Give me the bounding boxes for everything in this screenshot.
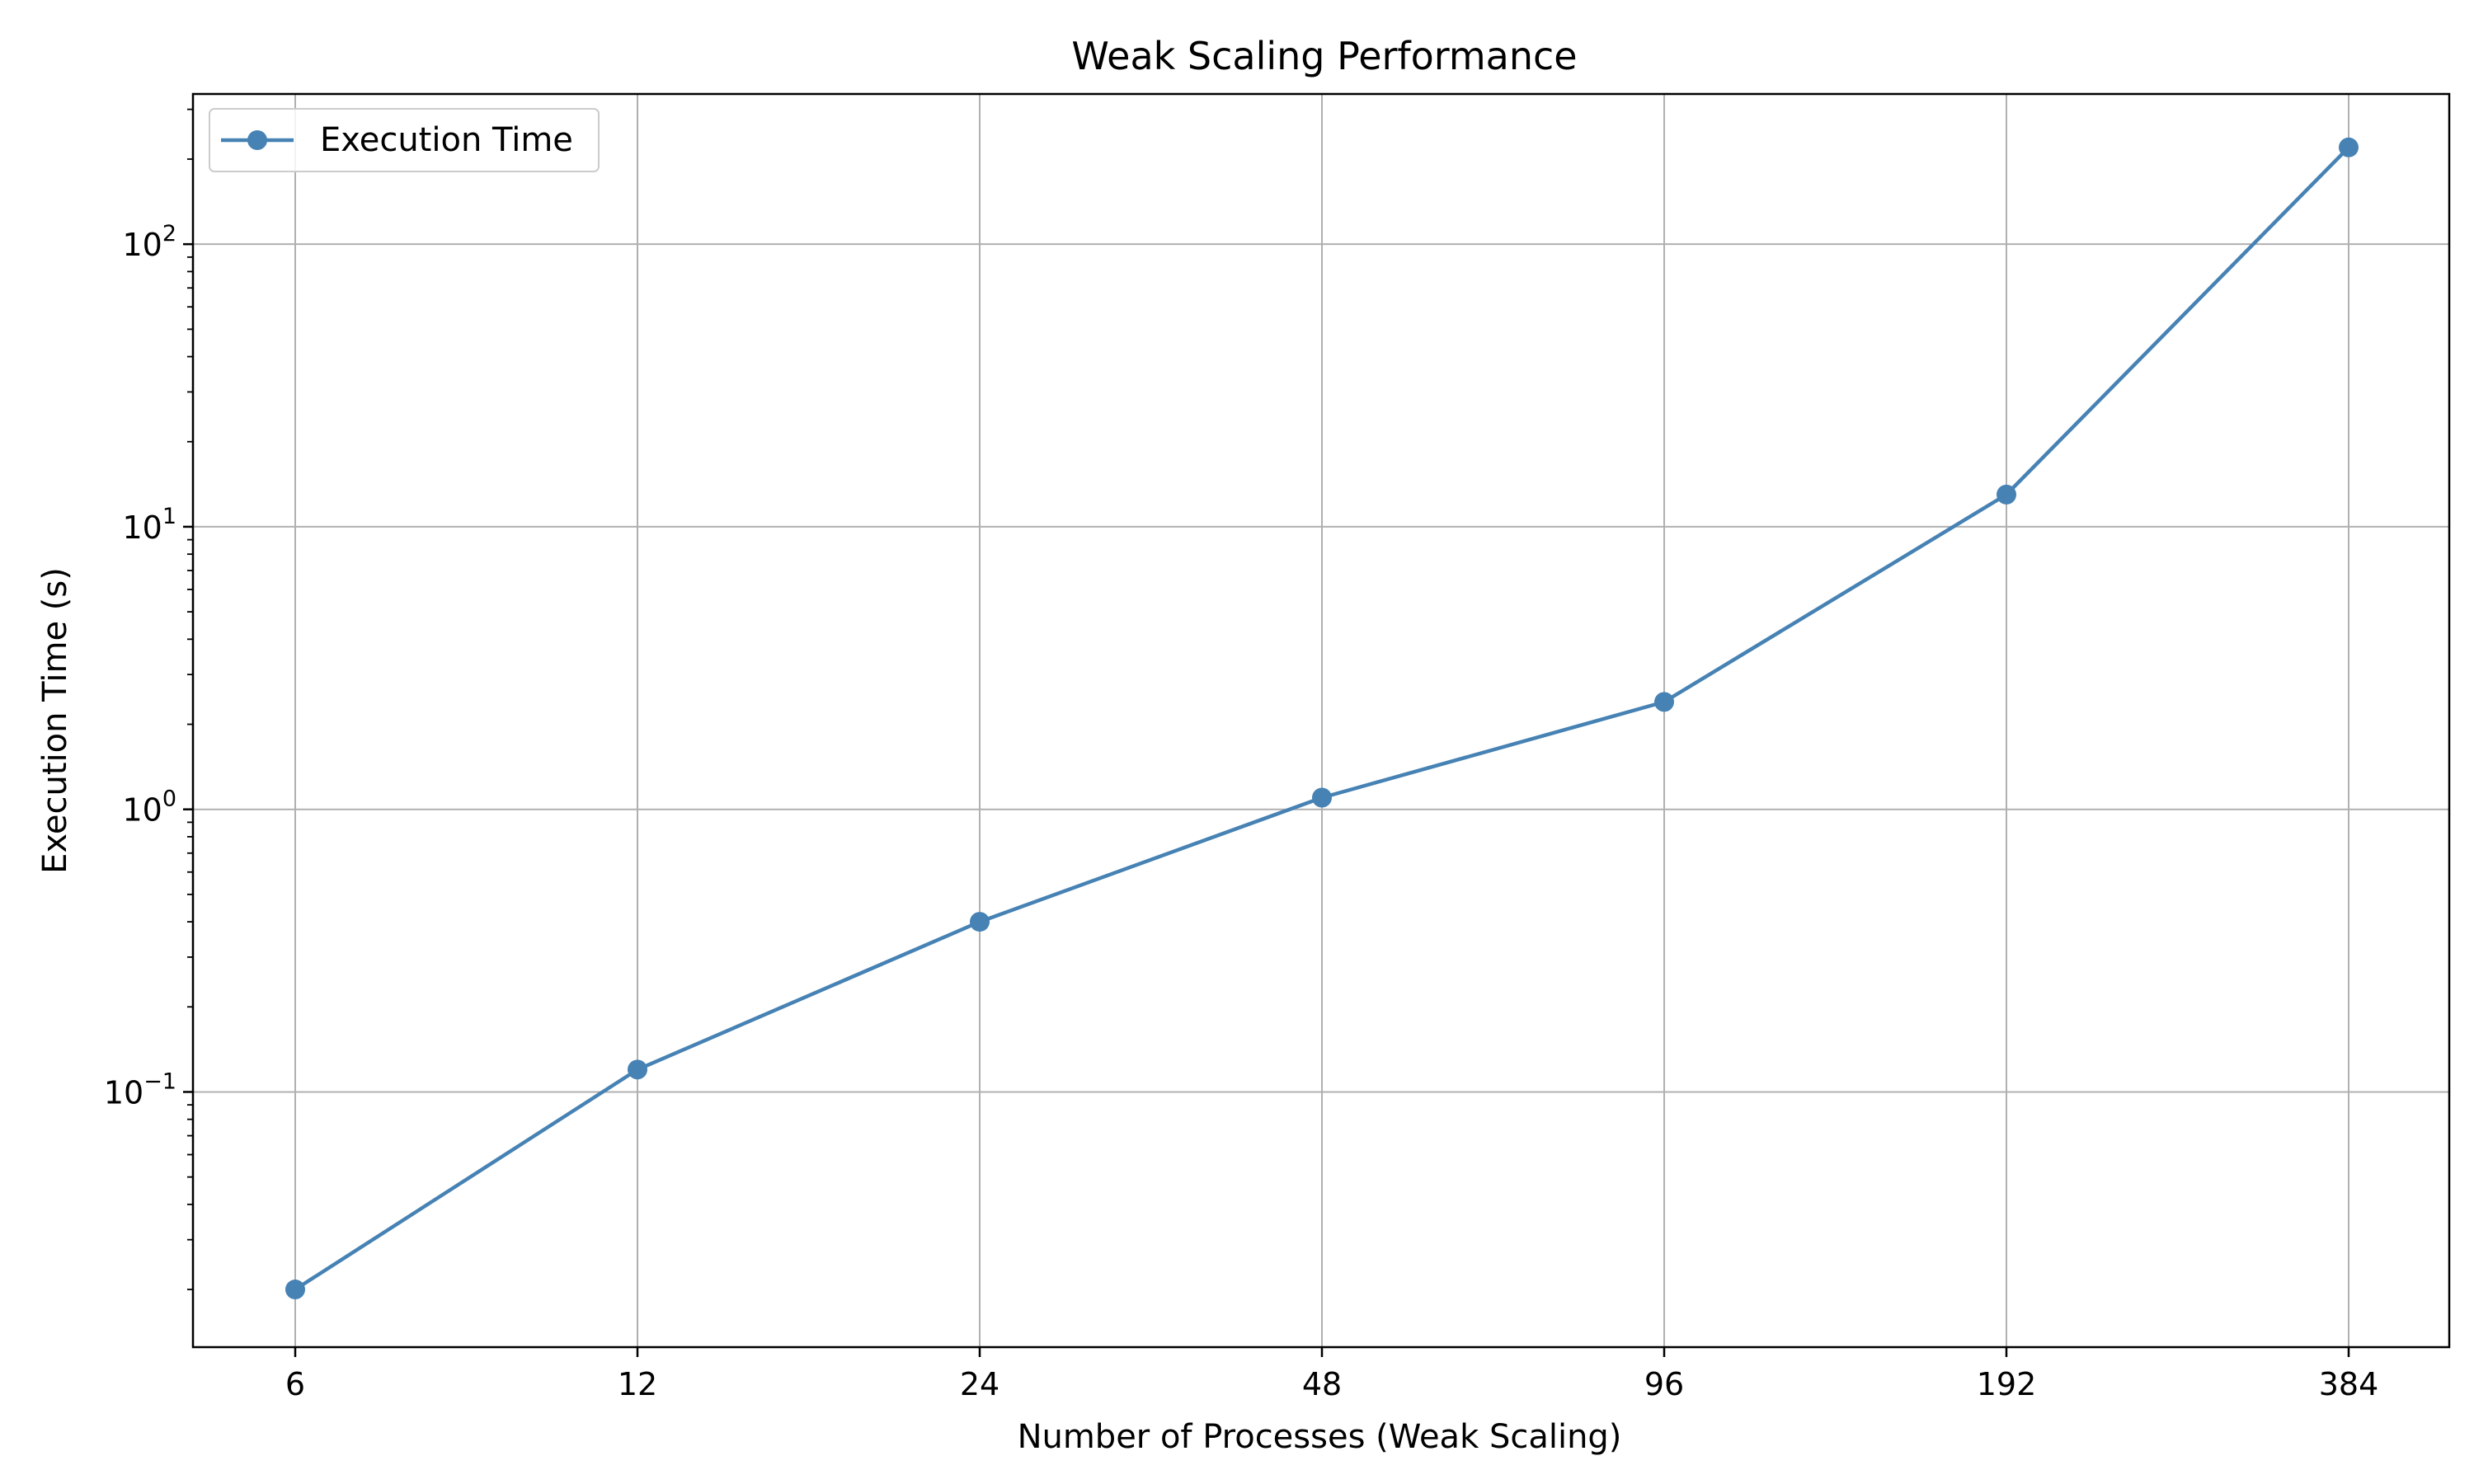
legend: Execution Time — [209, 108, 600, 172]
data-point — [1997, 484, 2016, 505]
grid — [193, 94, 2449, 1347]
x-tick-label: 6 — [285, 1366, 305, 1402]
y-tick-label: 101 — [122, 504, 176, 546]
data-point — [2339, 137, 2359, 157]
data-point — [1654, 692, 1674, 712]
series-group — [285, 137, 2359, 1300]
x-tick-label: 384 — [2319, 1366, 2379, 1402]
chart-title: Weak Scaling Performance — [1071, 34, 1577, 78]
x-axis: 6 12 24 48 96 192 384 — [285, 1347, 2378, 1402]
plot-frame — [191, 92, 2451, 1349]
y-tick-label: 10−1 — [104, 1068, 176, 1111]
data-point — [285, 1280, 305, 1300]
x-tick-label: 96 — [1644, 1366, 1684, 1402]
y-axis: 10−1 100 101 102 — [104, 221, 193, 1111]
x-tick-label: 48 — [1302, 1366, 1342, 1402]
y-tick-label: 100 — [122, 787, 176, 829]
y-tick-label: 102 — [122, 221, 176, 263]
y-axis-label: Execution Time (s) — [36, 567, 74, 874]
legend-box — [209, 108, 600, 172]
legend-marker — [247, 130, 267, 150]
x-tick-label: 24 — [960, 1366, 999, 1402]
legend-label: Execution Time — [320, 121, 573, 159]
data-point — [1312, 787, 1332, 808]
x-tick-label: 192 — [1977, 1366, 2037, 1402]
x-axis-label: Number of Processes (Weak Scaling) — [1018, 1418, 1622, 1456]
data-point — [628, 1059, 647, 1080]
data-point — [970, 912, 990, 932]
x-tick-label: 12 — [618, 1366, 657, 1402]
